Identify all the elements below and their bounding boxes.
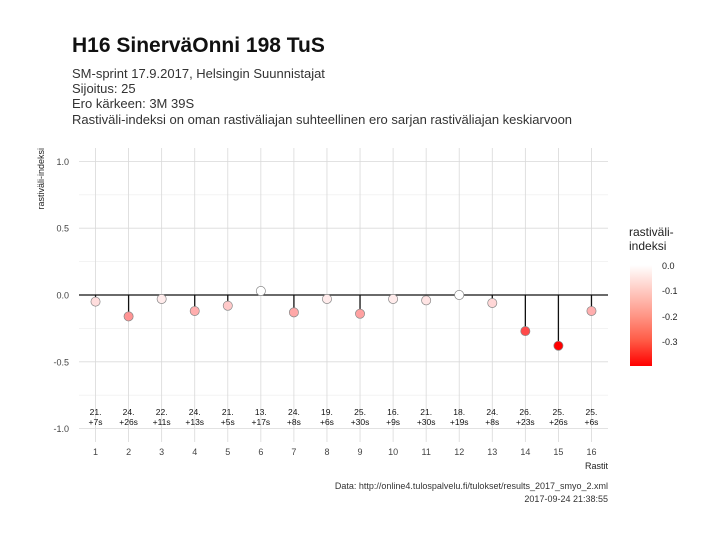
- y-tick-label: -0.5: [53, 357, 69, 367]
- data-point: [355, 308, 365, 319]
- data-point: [388, 294, 399, 304]
- legend-label: -0.1: [662, 286, 678, 296]
- data-point: [322, 294, 332, 304]
- time-diff-label: +13s: [185, 417, 204, 427]
- time-diff-label: +6s: [584, 417, 598, 427]
- data-point: [553, 340, 564, 351]
- time-diff-label: +9s: [386, 417, 400, 427]
- x-tick-label: 11: [421, 447, 430, 457]
- legend-title-line1: rastiväli-: [629, 225, 674, 239]
- x-axis-title: Rastit: [585, 461, 609, 471]
- x-tick-label: 14: [520, 447, 530, 457]
- subtitle-event: SM-sprint 17.9.2017, Helsingin Suunnista…: [72, 66, 325, 81]
- data-point: [288, 307, 299, 318]
- time-diff-label: +30s: [417, 417, 436, 427]
- time-diff-label: +5s: [221, 417, 235, 427]
- x-tick-label: 13: [487, 447, 497, 457]
- legend-colorbar: [630, 265, 652, 366]
- subtitle-placement: Sijoitus: 25: [72, 81, 136, 96]
- time-diff-label: +19s: [450, 417, 469, 427]
- data-point: [421, 295, 432, 306]
- data-point: [222, 300, 233, 311]
- x-tick-label: 1: [93, 447, 98, 457]
- x-tick-label: 16: [586, 447, 596, 457]
- time-diff-label: +11s: [153, 417, 171, 427]
- y-axis-title: rastiväli-indeksi: [36, 148, 46, 210]
- time-diff-label: +26s: [549, 417, 568, 427]
- subtitle-gap-to-leader: Ero kärkeen: 3M 39S: [72, 96, 195, 111]
- legend-label: -0.2: [662, 312, 678, 322]
- rank-label: 21.: [90, 407, 102, 417]
- rank-label: 16.: [387, 407, 399, 417]
- time-diff-label: +17s: [252, 417, 271, 427]
- x-tick-label: 10: [388, 447, 398, 457]
- x-tick-label: 2: [126, 447, 131, 457]
- timestamp-caption: 2017-09-24 21:38:55: [524, 494, 608, 504]
- data-point: [189, 306, 200, 316]
- x-tick-label: 9: [358, 447, 363, 457]
- rank-label: 24.: [123, 407, 135, 417]
- subtitle-description: Rastiväli-indeksi on oman rastiväliajan …: [72, 112, 573, 127]
- time-diff-label: +26s: [119, 417, 138, 427]
- rank-label: 13.: [255, 407, 267, 417]
- y-tick-label: 1.0: [56, 157, 69, 167]
- data-point: [454, 290, 465, 300]
- rank-label: 24.: [486, 407, 498, 417]
- x-tick-label: 6: [258, 447, 263, 457]
- time-diff-label: +30s: [351, 417, 370, 427]
- y-tick-label: 0.0: [56, 291, 69, 301]
- x-tick-label: 4: [192, 447, 197, 457]
- x-tick-label: 15: [553, 447, 563, 457]
- rank-label: 18.: [453, 407, 465, 417]
- x-tick-label: 12: [454, 447, 464, 457]
- time-diff-label: +23s: [516, 417, 535, 427]
- rank-label: 19.: [321, 407, 333, 417]
- data-point: [255, 286, 266, 296]
- time-diff-label: +8s: [485, 417, 499, 427]
- rank-label: 21.: [420, 407, 432, 417]
- rank-label: 24.: [288, 407, 300, 417]
- rank-label: 22.: [156, 407, 168, 417]
- x-tick-label: 7: [291, 447, 296, 457]
- rank-label: 21.: [222, 407, 234, 417]
- x-tick-label: 5: [225, 447, 230, 457]
- data-point: [156, 294, 167, 304]
- legend-label: -0.3: [662, 337, 678, 347]
- time-diff-label: +7s: [89, 417, 103, 427]
- data-point: [586, 306, 597, 316]
- rank-label: 24.: [189, 407, 201, 417]
- rank-label: 26.: [519, 407, 531, 417]
- time-diff-label: +8s: [287, 417, 301, 427]
- y-tick-label: -1.0: [53, 424, 69, 434]
- y-tick-label: 0.5: [56, 224, 69, 234]
- rank-label: 25.: [586, 407, 598, 417]
- legend-title: rastiväli- indeksi: [629, 225, 674, 253]
- rank-label: 25.: [552, 407, 564, 417]
- chart-title: H16 SinerväOnni 198 TuS: [72, 34, 325, 57]
- data-point: [90, 296, 101, 307]
- data-source-caption: Data: http://online4.tulospalvelu.fi/tul…: [334, 481, 608, 491]
- data-point: [520, 326, 531, 337]
- legend-label: 0.0: [662, 261, 675, 271]
- x-tick-label: 3: [159, 447, 164, 457]
- rank-label: 25.: [354, 407, 366, 417]
- data-point: [123, 311, 134, 322]
- time-diff-label: +6s: [320, 417, 334, 427]
- x-tick-label: 8: [324, 447, 329, 457]
- data-point: [487, 298, 498, 308]
- legend-title-line2: indeksi: [629, 239, 667, 253]
